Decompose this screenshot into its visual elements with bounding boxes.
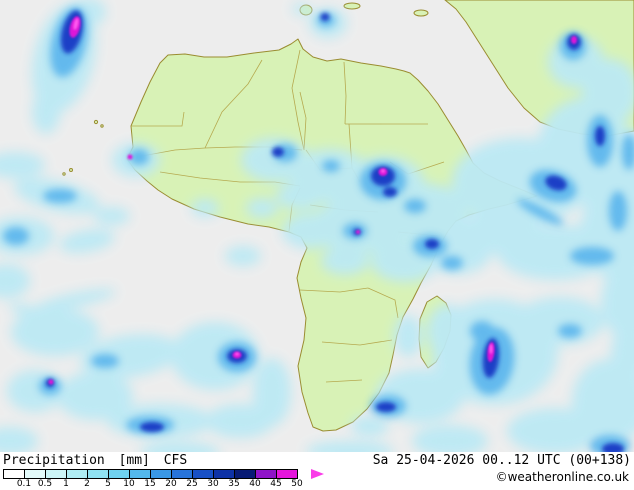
legend-tick-label: 20 (165, 479, 177, 489)
legend-cell (192, 469, 214, 479)
cape-verde-island (62, 172, 66, 176)
legend-cell (150, 469, 172, 479)
legend-cell (213, 469, 235, 479)
parameter-label: Precipitation (3, 453, 105, 468)
legend-cell (87, 469, 109, 479)
legend-tick-label: 2 (84, 479, 90, 489)
legend-cell (234, 469, 256, 479)
legend-tick-label: 45 (270, 479, 282, 489)
legend-arrow-holder (311, 469, 324, 479)
precipitation-extreme-core-layer (73, 18, 493, 356)
legend-cell (3, 469, 25, 479)
legend-cell (66, 469, 88, 479)
legend-tick-label: 0.5 (37, 479, 53, 489)
map-footer: Precipitation [mm] CFS Sa 25-04-2026 00.… (0, 452, 634, 490)
legend-cell (108, 469, 130, 479)
precipitation-light-layer (0, 0, 634, 452)
legend-cell (171, 469, 193, 479)
legend-cells (3, 469, 298, 479)
precipitation-heavy-layer (45, 10, 624, 452)
legend-arrow-icon (311, 469, 324, 479)
legend-tick-label: 15 (144, 479, 156, 489)
legend-tick-label: 5 (105, 479, 111, 489)
legend-cell (129, 469, 151, 479)
precipitation-map (0, 0, 634, 452)
legend-tick-label: 30 (207, 479, 219, 489)
legend-tick-label: 0.1 (16, 479, 32, 489)
legend-scale: 0.1 0.5 1 2 5 10 15 20 25 30 35 40 45 50 (3, 469, 324, 490)
legend-labels: 0.1 0.5 1 2 5 10 15 20 25 30 35 40 45 50 (3, 479, 343, 490)
map-africa-svg (0, 0, 634, 452)
legend-tick-label: 50 (291, 479, 303, 489)
cyprus-island (413, 9, 429, 17)
parameter-title: Precipitation [mm] CFS (3, 453, 193, 468)
legend-tick-label: 40 (249, 479, 261, 489)
legend-tick-label: 10 (123, 479, 135, 489)
legend-cell (276, 469, 298, 479)
legend-cell (24, 469, 46, 479)
valid-datetime: Sa 25-04-2026 00..12 UTC (00+138) (372, 453, 631, 468)
canary-island (100, 124, 104, 128)
legend-tick-label: 1 (63, 479, 69, 489)
legend-cell (45, 469, 67, 479)
canary-island (93, 119, 99, 125)
unit-label: [mm] (118, 453, 150, 468)
cape-verde-island (69, 168, 73, 172)
legend-tick-label: 25 (186, 479, 198, 489)
model-label: CFS (163, 453, 188, 468)
copyright-label: ©weatheronline.co.uk (495, 470, 629, 484)
legend-tick-label: 35 (228, 479, 240, 489)
legend-cell (255, 469, 277, 479)
crete-island (343, 2, 361, 10)
